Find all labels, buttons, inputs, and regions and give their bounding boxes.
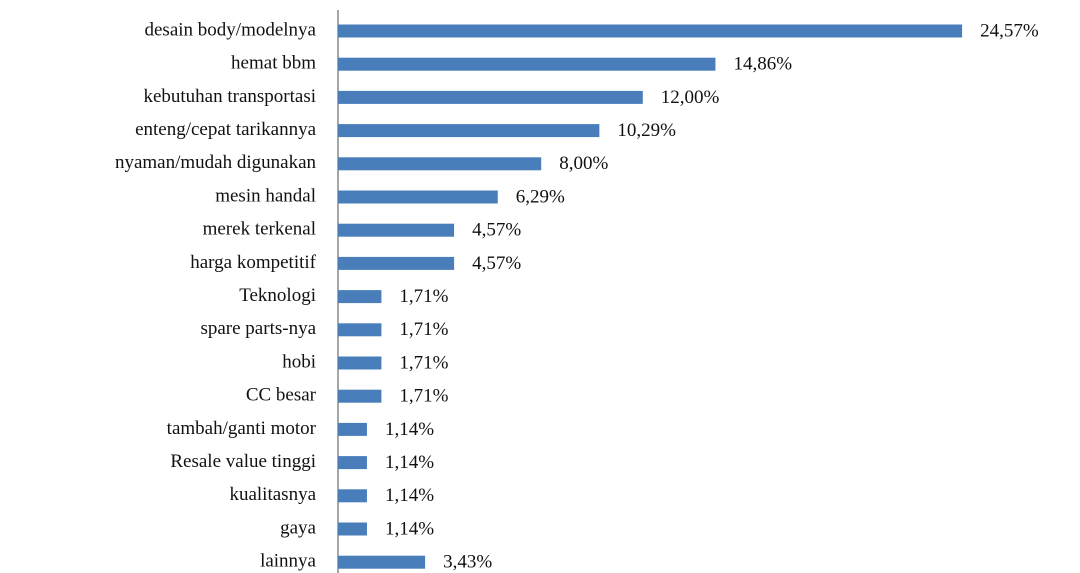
value-label: 4,57% [472, 220, 521, 241]
bar [338, 389, 382, 403]
value-label: 14,86% [733, 54, 792, 75]
bar [338, 157, 542, 171]
bar [338, 456, 367, 470]
value-label: 1,71% [399, 352, 448, 373]
category-label: harga kompetitif [190, 252, 316, 273]
value-label: 10,29% [617, 120, 676, 141]
bar [338, 124, 600, 138]
bar [338, 323, 382, 337]
category-label: CC besar [246, 385, 317, 406]
bar [338, 290, 382, 304]
category-label: Resale value tinggi [170, 451, 316, 472]
category-label: Teknologi [239, 285, 316, 306]
category-label: desain body/modelnya [145, 19, 317, 40]
category-label: kebutuhan transportasi [143, 86, 316, 107]
value-label: 12,00% [661, 87, 720, 108]
category-label: hobi [282, 351, 316, 372]
value-label: 24,57% [980, 20, 1039, 41]
category-label: merek terkenal [203, 219, 316, 240]
category-label: kualitasnya [229, 484, 316, 505]
category-label: lainnya [260, 551, 316, 572]
bar [338, 522, 367, 536]
bar [338, 90, 643, 104]
bar [338, 223, 455, 237]
category-label: nyaman/mudah digunakan [115, 152, 317, 173]
bar [338, 24, 963, 38]
bar [338, 422, 367, 436]
bar [338, 57, 716, 71]
value-label: 1,71% [399, 286, 448, 307]
bar [338, 256, 455, 270]
bar [338, 356, 382, 370]
category-label: mesin handal [215, 185, 316, 206]
category-label: gaya [280, 517, 316, 538]
category-label: hemat bbm [231, 53, 316, 74]
category-label: enteng/cepat tarikannya [135, 119, 317, 140]
value-label: 3,43% [443, 552, 492, 573]
bar [338, 489, 367, 503]
value-label: 1,71% [399, 319, 448, 340]
value-label: 1,14% [385, 452, 434, 473]
value-label: 8,00% [559, 153, 608, 174]
category-label: spare parts-nya [200, 318, 316, 339]
value-label: 1,14% [385, 419, 434, 440]
value-label: 1,14% [385, 485, 434, 506]
bar [338, 555, 426, 569]
value-label: 6,29% [516, 186, 565, 207]
bar [338, 190, 498, 204]
value-label: 1,71% [399, 386, 448, 407]
value-label: 4,57% [472, 253, 521, 274]
value-label: 1,14% [385, 518, 434, 539]
category-label: tambah/ganti motor [167, 418, 317, 439]
